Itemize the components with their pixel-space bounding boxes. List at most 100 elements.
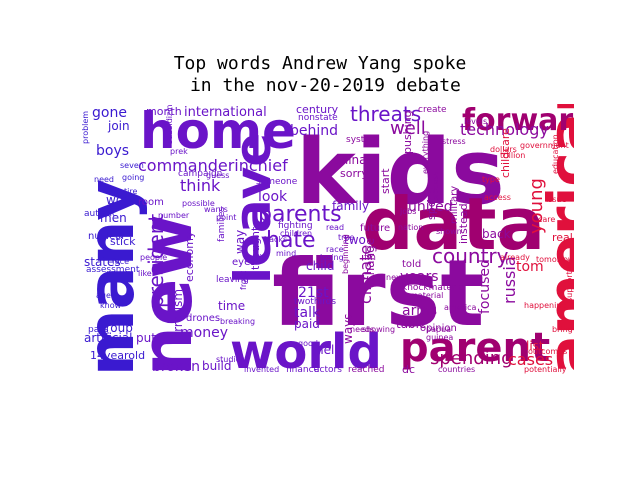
word-government: government	[520, 141, 569, 150]
word-knockmaterial: knockmaterial	[402, 283, 467, 293]
word-spending: spending	[430, 348, 513, 369]
word-china: china	[334, 153, 367, 167]
word-put: put	[136, 331, 156, 345]
word-build: build	[202, 359, 232, 373]
word-face: face	[112, 257, 130, 266]
word-data: data	[362, 182, 546, 266]
word-join: join	[108, 119, 130, 133]
word-front: front	[239, 270, 248, 290]
word-states: states	[84, 255, 121, 269]
word-arms: arms	[402, 303, 438, 319]
word-told: told	[402, 259, 422, 270]
word-tomorrow: tomorrow	[536, 255, 574, 264]
word-leaving: leaving	[216, 275, 249, 285]
word-boys: boys	[96, 143, 130, 159]
word-rid: rid	[256, 253, 267, 262]
word-entire: entire	[114, 187, 138, 196]
chart-title: Top words Andrew Yang spoke in the nov-2…	[0, 53, 640, 97]
word-showing: showing	[362, 325, 396, 334]
word-military: military	[449, 185, 460, 224]
word-possible: possible	[182, 199, 215, 208]
word-threats: threats	[350, 104, 422, 126]
word-children: children	[280, 229, 313, 238]
word-america: america	[444, 303, 477, 312]
word-countries: countries	[438, 365, 476, 374]
word-list: list	[526, 339, 544, 353]
word-care: care	[538, 215, 556, 224]
word-wants: wants	[204, 205, 228, 214]
word-material: material	[410, 291, 444, 300]
word-someone: someone	[256, 177, 298, 187]
word-reached: reached	[348, 365, 385, 375]
word-nuclear: nuclear	[88, 231, 126, 242]
word-cloud: manynewhomekidsfirstdataamericanworldlea…	[80, 104, 574, 376]
word-race: race	[326, 245, 344, 254]
word-group: group	[98, 321, 133, 335]
word-room: room	[138, 197, 164, 208]
word-autistic: autistic	[84, 209, 117, 219]
word-backs: backs	[264, 235, 288, 244]
word-forward: forward	[462, 104, 574, 138]
word-fighting: fighting	[278, 221, 313, 231]
word-type: type	[482, 175, 500, 184]
word-read: read	[326, 223, 345, 232]
word-back: back	[482, 227, 511, 241]
word-21st: 21st	[298, 285, 329, 301]
word-dollars: dollars	[490, 145, 517, 154]
word-jobs: jobs	[400, 207, 417, 216]
word-prek: prek	[170, 147, 188, 156]
word-good: good	[298, 339, 318, 348]
word-breaking: breaking	[220, 317, 256, 326]
word-hate: hate	[266, 228, 316, 253]
word-already: already	[500, 253, 530, 262]
word-two: two	[344, 233, 366, 247]
word-cases: cases	[508, 350, 554, 369]
word-table: table	[396, 317, 427, 331]
word-think: think	[180, 176, 221, 195]
word-stick: stick	[110, 235, 136, 248]
word-look: look	[258, 189, 288, 205]
word-next: next	[386, 273, 404, 282]
word-al: al	[108, 199, 119, 213]
word-process: process	[431, 171, 440, 202]
word-stress: stress	[442, 137, 466, 146]
word-beginning: beginning	[341, 234, 350, 274]
word-create: create	[418, 105, 447, 115]
word-subsidizing: subsidizing	[165, 104, 174, 144]
word-potentially: potentially	[524, 365, 567, 374]
word-fm: fm	[364, 253, 376, 263]
word-dc: dc	[402, 363, 416, 376]
word-artificial: artificial	[84, 331, 133, 345]
word-talk: talk	[294, 305, 321, 321]
word-education: education	[551, 134, 560, 174]
word-access: access	[484, 193, 511, 202]
word-focused: focused	[477, 259, 493, 314]
word-young: young	[526, 178, 547, 234]
word-assessment: assessment	[86, 265, 140, 275]
word-everything: everything	[421, 130, 430, 174]
word-like: like	[138, 269, 152, 278]
word-well: well	[390, 118, 426, 139]
word-bring: bring	[552, 325, 573, 334]
word-month: month	[146, 105, 182, 118]
word-real: real	[552, 231, 573, 244]
word-guinea: guinea	[426, 333, 454, 342]
word-world: world	[230, 324, 382, 376]
word-seven: seven	[120, 161, 144, 170]
word-parents: parents	[258, 202, 342, 227]
word-number: number	[158, 211, 190, 220]
word-drones: drones	[186, 313, 221, 324]
word-home: home	[140, 104, 296, 160]
word-commanderinchief: commanderinchief	[138, 156, 288, 175]
word-help: help	[316, 343, 342, 357]
word-mind: mind	[276, 249, 297, 258]
word-sorry: sorry	[340, 167, 368, 180]
word-needs: needs	[350, 325, 375, 334]
word-losing: losing	[320, 253, 344, 262]
word-start: start	[379, 168, 392, 194]
word-happening: happening	[524, 301, 567, 310]
word-14yearold: 14yearold	[90, 349, 146, 362]
word-first: first	[272, 240, 485, 347]
word-economy: economy	[183, 231, 196, 282]
word-problem: problem	[81, 110, 90, 144]
